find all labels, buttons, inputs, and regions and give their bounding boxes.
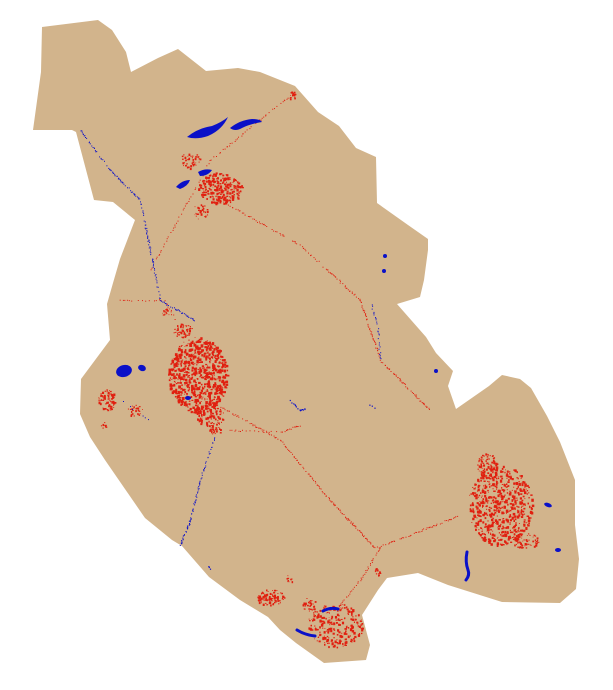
pond-east-3 — [434, 369, 438, 373]
region-land-area — [33, 20, 579, 663]
urban-cluster-east-south — [513, 533, 540, 549]
urban-patch-south-mid — [286, 575, 294, 584]
road-north-east — [219, 200, 430, 410]
urban-patch-south-east — [374, 568, 382, 577]
lake-north-1 — [187, 117, 228, 139]
road-central-east — [199, 394, 459, 549]
stream-east — [371, 304, 382, 360]
urban-cluster-north-south — [194, 204, 209, 220]
urban-cluster-central-tail — [209, 427, 222, 435]
road-south — [336, 547, 381, 610]
road-west — [119, 299, 179, 329]
pond-east-1 — [555, 548, 561, 552]
urban-patch-top — [289, 91, 297, 101]
urban-cluster-east-north — [477, 453, 499, 479]
urban-areas-layer — [98, 91, 540, 649]
urban-cluster-west-east — [127, 404, 143, 417]
lake-central-west-1 — [116, 364, 132, 378]
road-central — [229, 425, 301, 433]
road-north — [150, 97, 289, 271]
urban-cluster-central-north — [173, 323, 193, 339]
urban-cluster-west — [98, 389, 117, 412]
urban-cluster-south-north — [302, 598, 317, 612]
urban-cluster-north-west — [181, 153, 202, 171]
stream-west — [123, 401, 149, 421]
lake-north-3 — [176, 180, 190, 189]
water-bodies-layer — [80, 117, 561, 638]
lake-north-4 — [198, 169, 212, 176]
lake-central-west-2 — [138, 364, 146, 372]
pond-north-east-2 — [383, 254, 387, 258]
pond-east-2 — [544, 502, 552, 508]
pond-north-east — [382, 269, 386, 273]
urban-cluster-central-south — [197, 404, 225, 428]
stream-east-2 — [369, 404, 376, 409]
lake-south-2 — [321, 606, 340, 613]
stream-central — [289, 399, 306, 412]
lake-north-2 — [230, 119, 262, 130]
lake-east-crescent — [464, 550, 471, 582]
urban-patch-central-nw — [162, 308, 170, 316]
stream-south-west — [179, 437, 216, 546]
urban-cluster-north — [198, 172, 244, 206]
lake-south-1 — [295, 628, 317, 638]
pond-central — [185, 396, 191, 400]
stream-north — [80, 130, 195, 322]
stream-south — [208, 566, 212, 570]
urban-cluster-central — [168, 337, 230, 416]
urban-patch-west-south — [100, 422, 108, 429]
urban-cluster-south-west — [257, 589, 286, 607]
